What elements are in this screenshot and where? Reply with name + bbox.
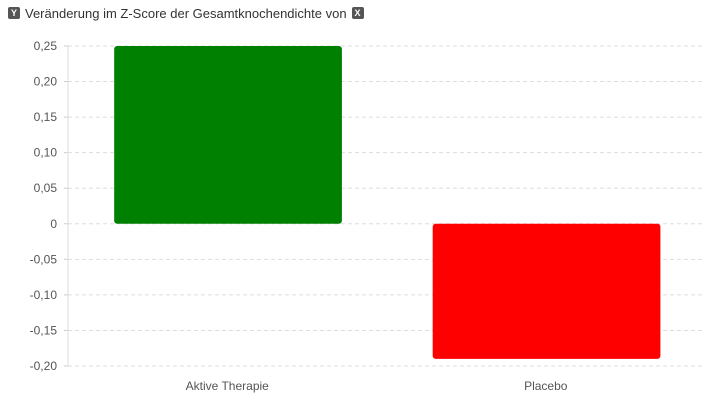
- y-tick-label: -0,10: [30, 288, 58, 302]
- bar-placebo: [432, 223, 661, 359]
- y-tick-label: 0,05: [34, 181, 58, 195]
- chart-title: Veränderung im Z-Score der Gesamtknochen…: [25, 5, 347, 21]
- x-category-label: Placebo: [524, 379, 568, 393]
- y-tick-label: 0,25: [34, 39, 58, 53]
- y-tick-label: 0: [50, 217, 57, 231]
- y-tick-label: -0,15: [30, 323, 58, 337]
- y-tick-label: 0,15: [34, 110, 58, 124]
- x-axis-icon[interactable]: X: [351, 7, 364, 19]
- y-tick-label: -0,20: [30, 359, 58, 373]
- bar-aktive-therapie: [114, 46, 342, 224]
- y-tick-label: 0,10: [34, 146, 58, 160]
- y-axis-icon[interactable]: Y: [8, 7, 20, 19]
- chart-header: Y Veränderung im Z-Score der Gesamtknoch…: [8, 4, 364, 22]
- y-tick-label: 0,20: [34, 75, 58, 89]
- y-tick-label: -0,05: [30, 252, 58, 266]
- x-category-label: Aktive Therapie: [186, 379, 269, 393]
